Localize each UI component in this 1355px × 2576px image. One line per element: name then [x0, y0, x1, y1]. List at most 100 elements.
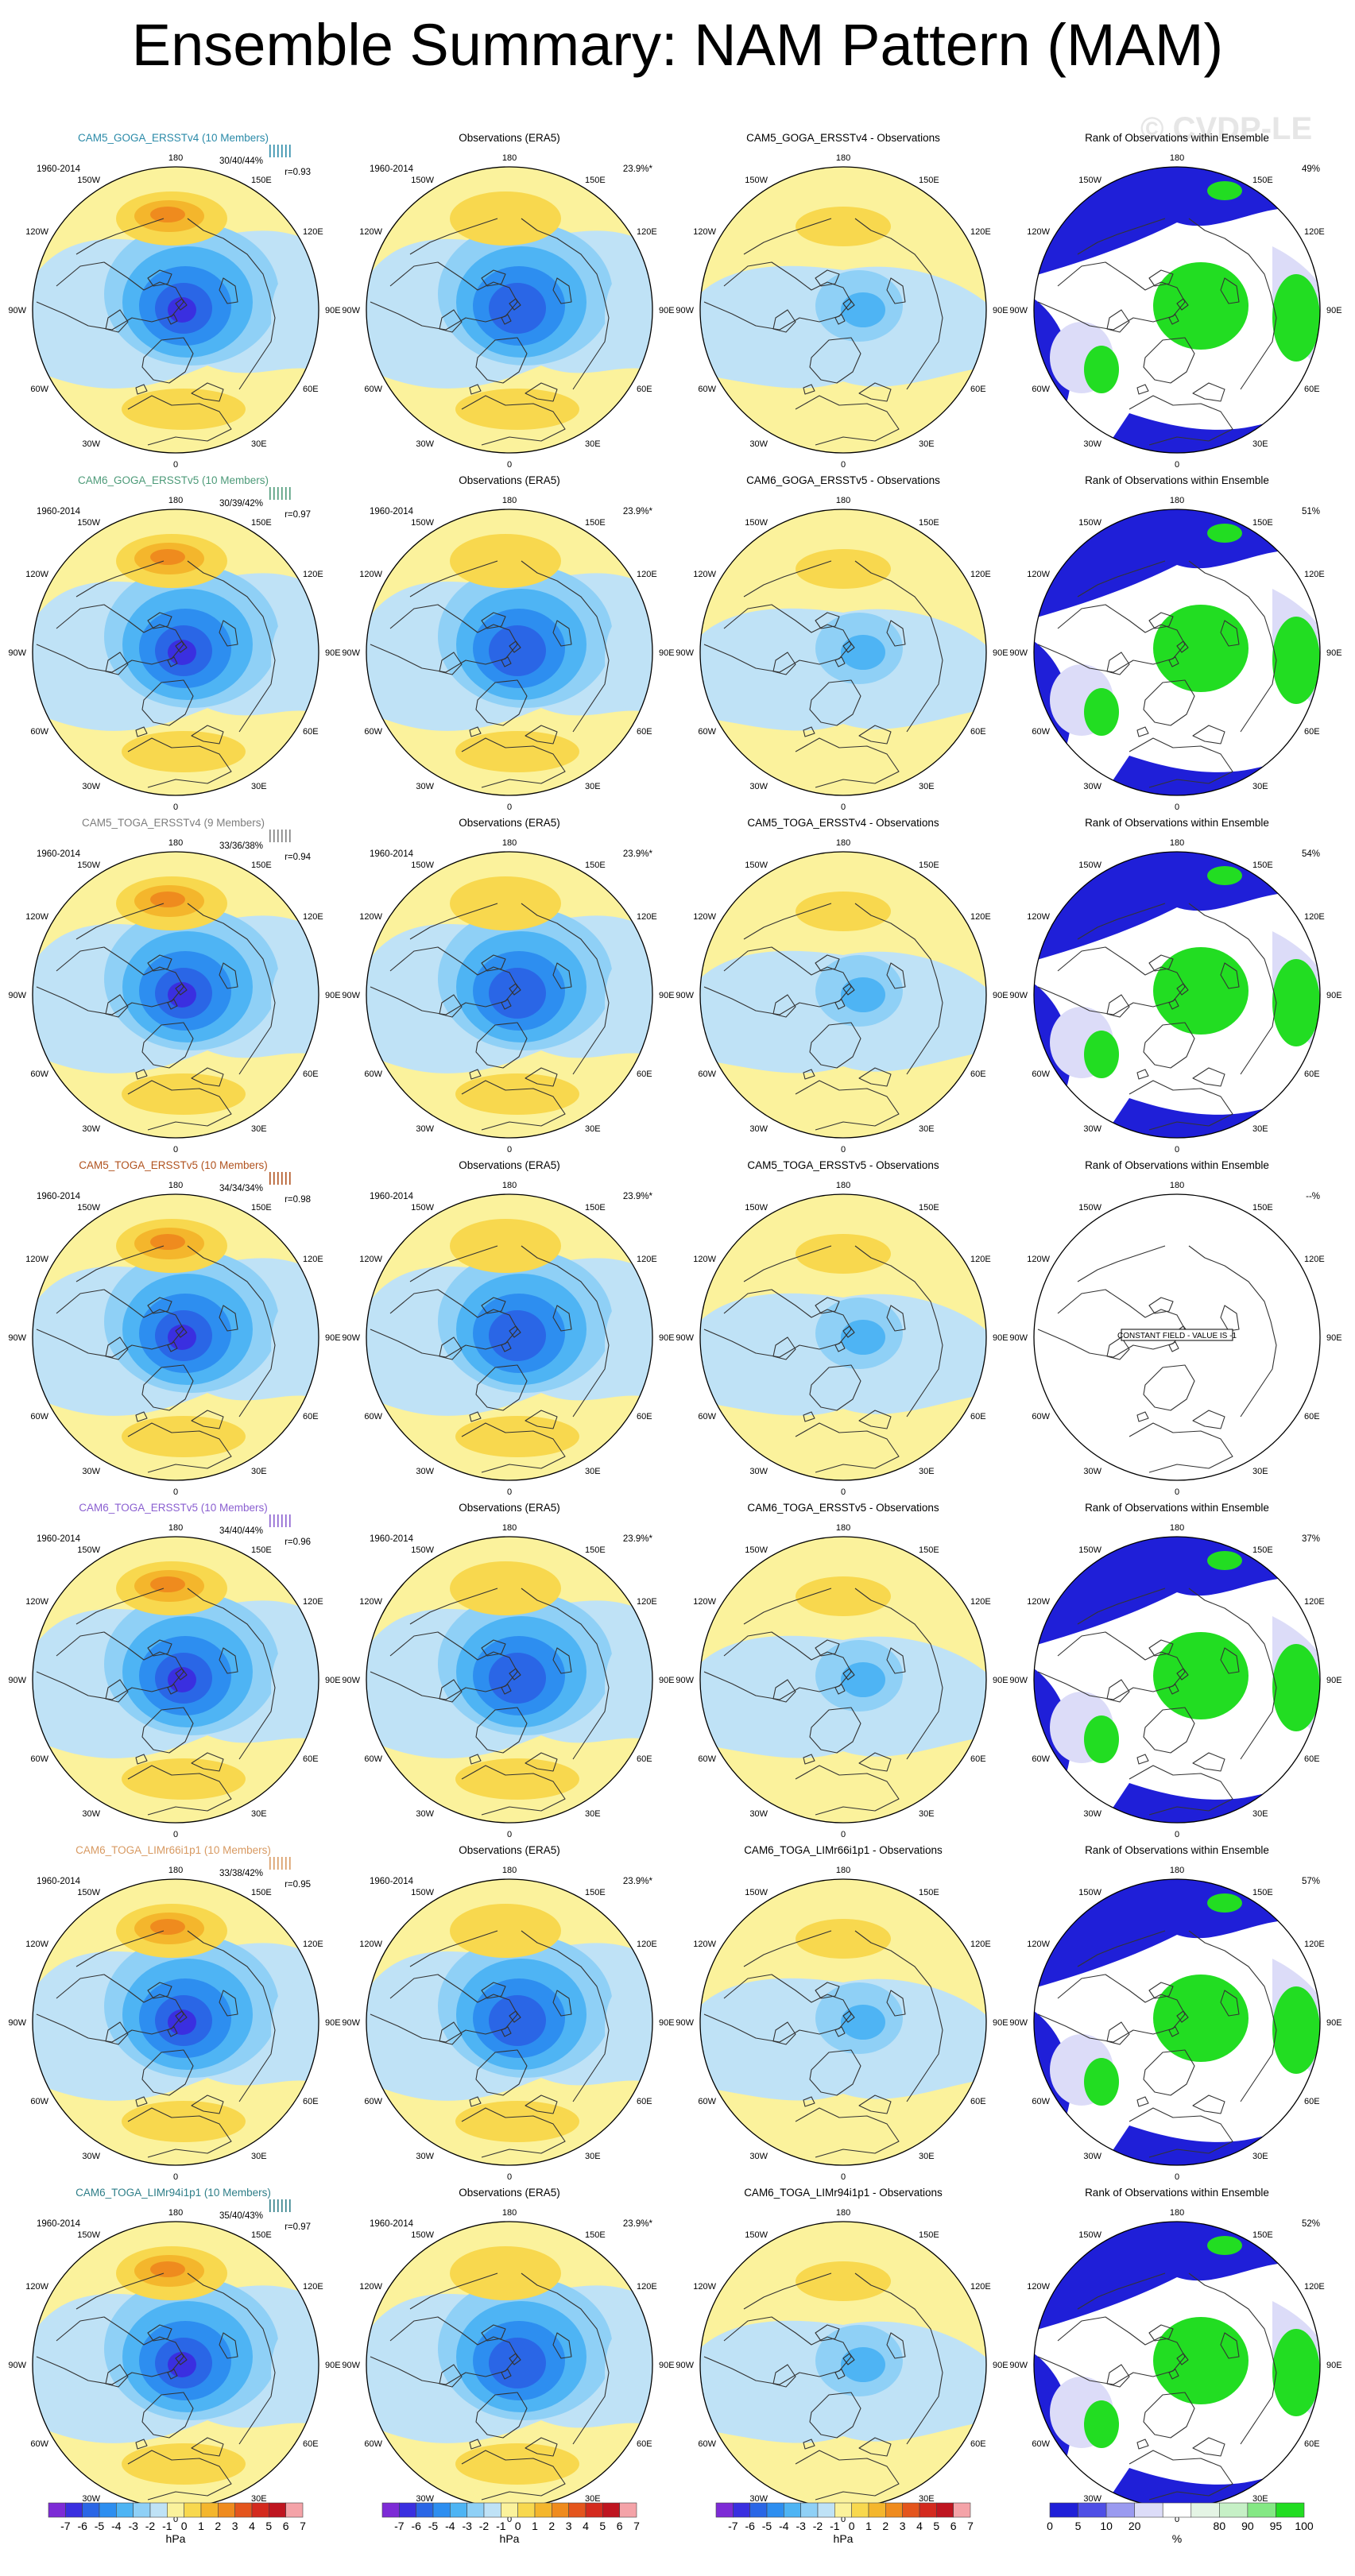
lon-label-r1: 120E	[303, 1255, 323, 1264]
coastline	[75, 903, 165, 940]
coastline	[36, 1631, 184, 1700]
lon-label-ul: 150W	[1078, 2230, 1101, 2240]
coastline	[409, 2272, 498, 2310]
coastline	[141, 2049, 194, 2096]
lon-label-br: 30E	[251, 2494, 267, 2504]
rank-title: Rank of Observations within Ensemble	[1085, 1159, 1269, 1171]
coastline	[552, 1305, 572, 1332]
coastline	[1148, 1639, 1174, 1657]
lon-label-br: 30E	[251, 1467, 267, 1476]
coastline	[36, 1974, 184, 2043]
obs-pct-variance: 23.9%*	[623, 507, 653, 516]
coastlines	[703, 2272, 943, 2501]
lon-label-l: 90W	[1009, 2361, 1028, 2370]
lon-label-top: 180	[836, 838, 850, 848]
lon-label-ul: 150W	[1078, 176, 1101, 185]
lon-label-l2: 60W	[1032, 1412, 1050, 1421]
coastline	[1129, 737, 1233, 788]
colorbar-swatch	[602, 2502, 620, 2518]
colorbar-swatch	[167, 2502, 184, 2518]
lon-label-bl: 30W	[82, 782, 100, 791]
coastline	[105, 2364, 129, 2388]
coastline	[147, 954, 172, 972]
lon-label-l1: 120W	[1027, 1255, 1050, 1264]
lon-label-l1: 120W	[25, 1940, 48, 1949]
rank-region-95-100	[1153, 2317, 1249, 2404]
lon-label-ul: 150W	[411, 518, 434, 528]
row-7: CAM6_TOGA_LIMr94i1p1 (10 Members) 1960-20…	[37, 2187, 1320, 2232]
contour-region	[796, 1234, 891, 1274]
coastlines	[370, 1245, 610, 1473]
coastline	[1077, 218, 1166, 255]
coastline	[815, 954, 840, 972]
lon-label-l1: 120W	[693, 570, 716, 579]
coastline	[1168, 1341, 1179, 1352]
coastlines	[1037, 1930, 1277, 2158]
lon-label-r1: 120E	[637, 1255, 657, 1264]
lon-label-r2: 60E	[1304, 385, 1320, 394]
coastline	[703, 261, 852, 331]
coastline	[1129, 1080, 1233, 1131]
lon-label-ul: 150W	[77, 518, 100, 528]
contour-region	[841, 977, 885, 1012]
coastline	[1136, 2096, 1149, 2107]
colorbar-tick-label: 2	[548, 2520, 555, 2532]
colorbar-tick-label: -5	[95, 2520, 105, 2532]
period-label: 1960-2014	[37, 1534, 81, 1544]
pct-variance: 35/40/43%	[219, 2211, 263, 2221]
lon-label-l2: 60W	[698, 1069, 716, 1079]
coastline	[370, 946, 518, 1015]
contour-region	[841, 635, 885, 670]
lon-label-bl: 30W	[416, 2494, 434, 2504]
coastline	[509, 983, 521, 996]
coastline	[475, 679, 528, 726]
coastline	[703, 946, 852, 1015]
lon-label-r2: 60E	[970, 1754, 986, 1764]
spread-bar	[289, 487, 291, 500]
lon-label-r: 90E	[1326, 306, 1342, 315]
coastline	[135, 2439, 148, 2450]
lon-label-top: 180	[1170, 496, 1184, 505]
colorbar-swatch	[450, 2502, 467, 2518]
colorbar-tick-label: -6	[411, 2520, 421, 2532]
colorbar-unit: %	[1172, 2532, 1182, 2545]
coastline	[469, 2439, 482, 2450]
lon-label-r2: 60E	[637, 385, 652, 394]
rank-title: Rank of Observations within Ensemble	[1085, 1844, 1269, 1856]
coastline	[167, 656, 178, 667]
coastline	[370, 2316, 518, 2385]
colorbar-unit: hPa	[166, 2532, 186, 2545]
lon-label-ul: 150W	[1078, 1203, 1101, 1213]
coastline	[187, 218, 276, 390]
lon-label-br: 30E	[919, 1124, 935, 1134]
lon-label-l2: 60W	[698, 727, 716, 737]
contour-region	[271, 955, 319, 1050]
coastline	[167, 999, 178, 1010]
lon-label-r2: 60E	[1304, 1412, 1320, 1421]
rank-field	[1034, 1537, 1320, 1823]
contour-region	[122, 2101, 246, 2142]
map-panel-obs: 180 0 150W 150E 120W 120E 90W 90E 60W 60E 30W 30E	[342, 838, 674, 1155]
map-panel-model: 180 0 150W 150E 120W 120E 90W 90E 60W 60E 30W 30E	[8, 1866, 340, 2182]
obs-pct-variance: 23.9%*	[623, 164, 653, 174]
coastline	[469, 1411, 482, 1422]
coastline	[127, 2107, 232, 2158]
lon-label-l1: 120W	[693, 1255, 716, 1264]
lon-label-ur: 150E	[1252, 861, 1273, 870]
colorbar-tick-label: 0	[515, 2520, 521, 2532]
lon-label-r1: 120E	[1304, 570, 1325, 579]
lon-label-l1: 120W	[25, 570, 48, 579]
spread-bar	[273, 487, 275, 500]
lon-label-r: 90E	[325, 1333, 341, 1343]
colorbar-swatch	[48, 2502, 66, 2518]
lon-label-br: 30E	[251, 1809, 267, 1819]
obs-title: Observations (ERA5)	[459, 1844, 560, 1856]
coastline	[105, 1679, 129, 1703]
map-panel-rank: 180 0 150W 150E 120W 120E 90W 90E 60W 60E 30W 30E	[1009, 153, 1341, 470]
obs-title: Observations (ERA5)	[459, 474, 560, 486]
map-panel-rank: 180 0 150W 150E 120W 120E 90W 90E 60W 60E 30W 30E	[1009, 838, 1341, 1155]
rank-region-95-100	[1272, 2329, 1320, 2416]
watermark: © CVDP-LE	[1140, 111, 1313, 146]
lon-label-bottom: 0	[173, 1830, 178, 1839]
lon-label-ur: 150E	[1252, 1203, 1273, 1213]
